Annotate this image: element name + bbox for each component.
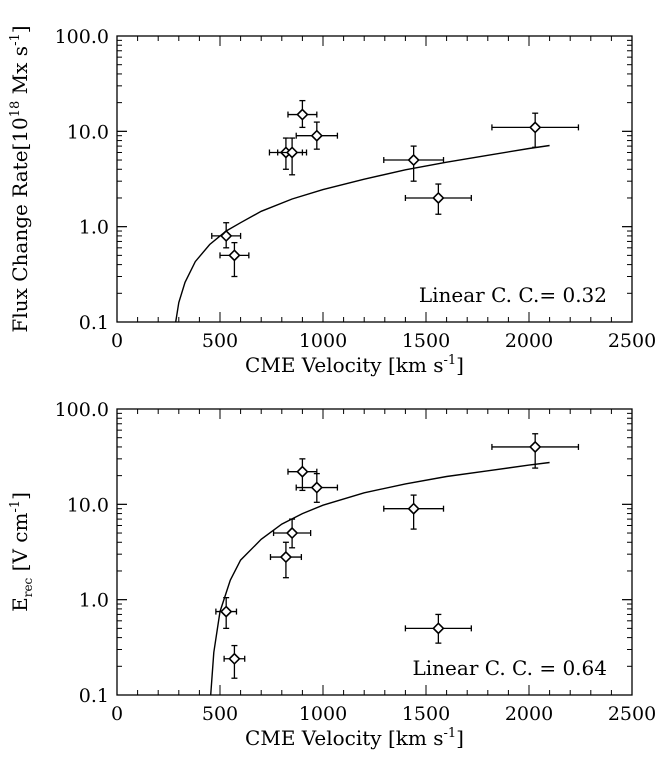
y-axis-label-mid: [V cm	[8, 513, 32, 578]
correlation-annotation: Linear C. C. = 0.64	[413, 656, 608, 680]
x-tick-label: 1500	[402, 703, 450, 725]
data-point	[272, 518, 312, 549]
data-point	[268, 137, 304, 170]
diamond-marker	[228, 249, 241, 262]
y-tick-label: 0.1	[79, 685, 109, 707]
diamond-marker	[296, 465, 309, 478]
x-axis-label-sup: -1	[443, 726, 456, 741]
data-point	[295, 472, 339, 503]
y-axis-label-text: E	[8, 597, 32, 612]
x-tick-label: 0	[111, 330, 123, 352]
diamond-marker	[432, 191, 445, 205]
diamond-marker	[432, 622, 445, 635]
y-axis-label-text: Flux Change Rate[10	[8, 117, 32, 332]
diamond-marker	[407, 502, 420, 515]
y-axis-label: Erec [V cm-1]	[8, 492, 35, 612]
diamond-marker	[220, 605, 233, 618]
panel-e-rec: 0 500 1000 1500 2000 2500 0.1 1.0 10.0 100.0 CME V…	[8, 399, 656, 750]
data-point	[277, 137, 308, 176]
y-tick-label: 10.0	[67, 494, 109, 516]
data-point	[295, 121, 339, 150]
data-point	[383, 494, 445, 530]
x-axis-label: CME Velocity [km s-1]	[245, 726, 464, 750]
data-point	[215, 596, 238, 630]
data-point	[404, 613, 472, 644]
data-point	[223, 644, 246, 679]
diamond-marker	[220, 229, 233, 243]
y-tick-label: 0.1	[79, 312, 109, 334]
y-tick-label: 100.0	[55, 399, 109, 421]
y-axis-label-sup2: -1	[8, 33, 23, 46]
x-axis-label-sup: -1	[443, 353, 456, 368]
diamond-marker	[296, 108, 309, 121]
x-tick-label: 0	[111, 703, 123, 725]
diamond-marker	[285, 146, 299, 159]
diamond-marker	[279, 550, 293, 564]
data-point	[491, 112, 580, 148]
diamond-marker	[310, 481, 323, 494]
x-tick-label: 500	[202, 703, 238, 725]
diamond-marker	[228, 652, 241, 665]
x-tick-label: 500	[202, 330, 238, 352]
x-tick-label: 2500	[608, 703, 656, 725]
data-point	[404, 183, 472, 215]
data-point	[269, 541, 303, 579]
y-tick-label: 1.0	[79, 590, 109, 612]
diamond-marker	[285, 526, 299, 540]
data-point	[219, 241, 250, 278]
x-tick-label: 2500	[608, 330, 656, 352]
x-axis-label-end: ]	[456, 353, 464, 377]
x-tick-label: 1000	[299, 703, 347, 725]
x-axis-label-end: ]	[456, 726, 464, 750]
correlation-annotation: Linear C. C.= 0.32	[419, 283, 607, 307]
diamond-marker	[310, 129, 323, 142]
data-point	[491, 433, 580, 469]
x-tick-label: 1500	[402, 330, 450, 352]
x-tick-label: 2000	[505, 703, 553, 725]
fit-curve	[175, 144, 550, 323]
diamond-marker	[529, 121, 542, 134]
data-point	[287, 99, 318, 129]
x-axis-label: CME Velocity [km s-1]	[245, 353, 464, 377]
plot-frame	[116, 408, 633, 696]
y-tick-label: 100.0	[55, 26, 109, 48]
y-axis-label-end: ]	[8, 492, 32, 500]
panel-flux-change-rate: 0 500 1000 1500 2000 2500 0.1 1.0 10.0 100.0 CME V…	[8, 25, 656, 377]
diamond-marker	[529, 440, 542, 454]
y-tick-label: 1.0	[79, 217, 109, 239]
diamond-marker	[407, 153, 420, 167]
data-point	[211, 222, 242, 249]
plot-frame	[116, 35, 633, 323]
data-point	[383, 145, 445, 182]
y-axis-label-end: ]	[8, 25, 32, 33]
y-axis-label: Flux Change Rate[1018 Mx s-1]	[8, 25, 32, 332]
data-point	[287, 458, 318, 492]
fit-curve	[210, 461, 550, 696]
y-axis-label-mid: Mx s	[8, 46, 32, 101]
x-tick-label: 1000	[299, 330, 347, 352]
y-axis-label-sup: 18	[8, 101, 23, 118]
y-axis-label-sup2: -1	[8, 500, 23, 513]
y-axis-label-sub: rec	[21, 577, 35, 597]
y-tick-label: 10.0	[67, 121, 109, 143]
x-axis-label-text: CME Velocity [km s	[245, 726, 443, 750]
x-tick-label: 2000	[505, 330, 553, 352]
x-axis-label-text: CME Velocity [km s	[245, 353, 443, 377]
